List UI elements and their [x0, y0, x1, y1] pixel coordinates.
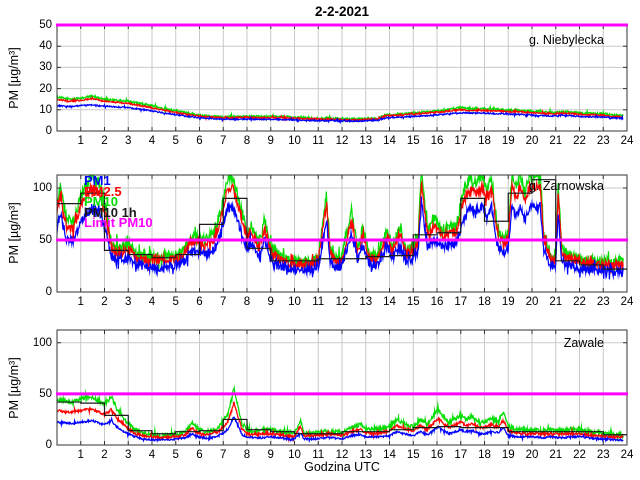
y-tick-label: 50 [39, 387, 52, 400]
x-tick-label: 10 [288, 135, 301, 147]
x-tick-label: 17 [454, 296, 468, 308]
x-tick-label: 24 [620, 135, 634, 147]
panel1-y-axis-label: PM [µg/m³] [7, 47, 21, 109]
y-tick-label: 50 [39, 19, 52, 31]
legend-entry-limit-pm10: Limit PM10 [84, 215, 153, 230]
y-tick-label: 100 [32, 182, 52, 194]
x-tick-label: 23 [596, 135, 610, 147]
x-tick-label: 13 [359, 296, 373, 308]
x-tick-label: 4 [148, 296, 156, 308]
x-tick-label: 6 [196, 296, 203, 308]
x-tick-label: 4 [148, 135, 156, 147]
x-tick-label: 16 [430, 449, 444, 461]
x-tick-label: 24 [620, 449, 634, 461]
y-tick-label: 0 [45, 286, 52, 298]
legend-entry-pm10: PM10 [84, 194, 118, 209]
x-tick-label: 19 [501, 135, 515, 147]
x-tick-label: 19 [501, 296, 515, 308]
x-tick-label: 6 [196, 449, 203, 461]
x-tick-label: 15 [406, 296, 420, 308]
x-tick-label: 13 [359, 449, 373, 461]
x-tick-label: 1 [77, 135, 84, 147]
x-tick-label: 15 [406, 135, 420, 147]
x-tick-label: 11 [312, 135, 325, 147]
x-tick-label: 8 [243, 296, 251, 308]
y-tick-label: 0 [45, 439, 52, 451]
x-tick-label: 20 [525, 135, 539, 147]
x-tick-label: 18 [478, 296, 491, 308]
x-tick-label: 5 [172, 296, 179, 308]
x-tick-label: 5 [172, 449, 179, 461]
x-tick-label: 14 [383, 296, 396, 308]
y-tick-label: 0 [45, 125, 52, 137]
panel2-station-label: g. Zarnowska [528, 179, 604, 193]
x-tick-label: 14 [383, 135, 396, 147]
x-tick-label: 21 [549, 296, 563, 308]
x-tick-label: 19 [501, 449, 515, 461]
x-tick-label: 20 [525, 296, 539, 308]
x-tick-label: 13 [359, 135, 373, 147]
x-tick-label: 2 [101, 449, 108, 461]
x-tick-label: 7 [220, 135, 227, 147]
x-tick-label: 24 [620, 296, 634, 308]
x-tick-label: 8 [243, 449, 251, 461]
x-tick-label: 22 [573, 135, 586, 147]
x-tick-label: 6 [196, 135, 203, 147]
x-tick-label: 9 [267, 449, 274, 461]
x-tick-label: 21 [549, 135, 563, 147]
x-tick-label: 16 [430, 135, 444, 147]
x-tick-label: 16 [430, 296, 444, 308]
panel3-station-label: Zawale [563, 336, 604, 350]
x-tick-label: 1 [77, 449, 84, 461]
x-tick-label: 12 [335, 449, 349, 461]
x-tick-label: 23 [596, 296, 610, 308]
x-tick-label: 14 [383, 449, 396, 461]
x-tick-label: 22 [573, 449, 586, 461]
legend-entry-pm10-1h: PM10 1h [84, 204, 137, 220]
chart-title: 2-2-2021 [314, 4, 370, 19]
x-tick-label: 2 [101, 135, 108, 147]
y-tick-label: 100 [32, 336, 52, 349]
x-tick-label: 7 [220, 296, 227, 308]
x-tick-label: 3 [125, 296, 132, 308]
x-tick-label: 7 [220, 449, 227, 461]
x-axis-label: Godzina UTC [304, 460, 380, 474]
x-tick-label: 1 [77, 296, 84, 308]
x-tick-label: 22 [573, 296, 586, 308]
y-tick-label: 10 [39, 103, 52, 116]
y-tick-label: 50 [39, 234, 52, 246]
legend-entry-pm1: PM1 [84, 173, 111, 188]
y-tick-label: 40 [39, 40, 52, 53]
x-tick-label: 17 [454, 449, 468, 461]
x-tick-label: 4 [148, 449, 156, 461]
panel2-y-axis-label: PM [µg/m³] [7, 202, 21, 264]
x-tick-label: 17 [454, 135, 468, 147]
panel1-station-label: g. Niebylecka [528, 33, 604, 47]
y-tick-label: 20 [39, 82, 52, 95]
x-tick-label: 20 [525, 449, 539, 461]
x-tick-label: 8 [243, 135, 251, 147]
x-tick-label: 11 [312, 449, 325, 461]
x-tick-label: 9 [267, 135, 274, 147]
x-tick-label: 3 [125, 135, 132, 147]
y-tick-label: 30 [39, 61, 52, 74]
x-tick-label: 3 [125, 449, 132, 461]
x-tick-label: 23 [596, 449, 610, 461]
x-tick-label: 15 [406, 449, 420, 461]
x-tick-label: 9 [267, 296, 274, 308]
x-tick-label: 21 [549, 449, 563, 461]
x-tick-label: 18 [478, 449, 491, 461]
legend-entry-pm2-5: PM2.5 [84, 183, 122, 199]
x-tick-label: 11 [312, 296, 325, 308]
x-tick-label: 10 [288, 296, 301, 308]
x-tick-label: 10 [288, 449, 301, 461]
x-tick-label: 18 [478, 135, 491, 147]
x-tick-label: 12 [335, 296, 349, 308]
x-tick-label: 5 [172, 135, 179, 147]
x-tick-label: 2 [101, 296, 108, 308]
x-tick-label: 12 [335, 135, 349, 147]
legend: PM1 PM2.5 PM10 PM10 1h Limit PM10 [84, 173, 153, 230]
